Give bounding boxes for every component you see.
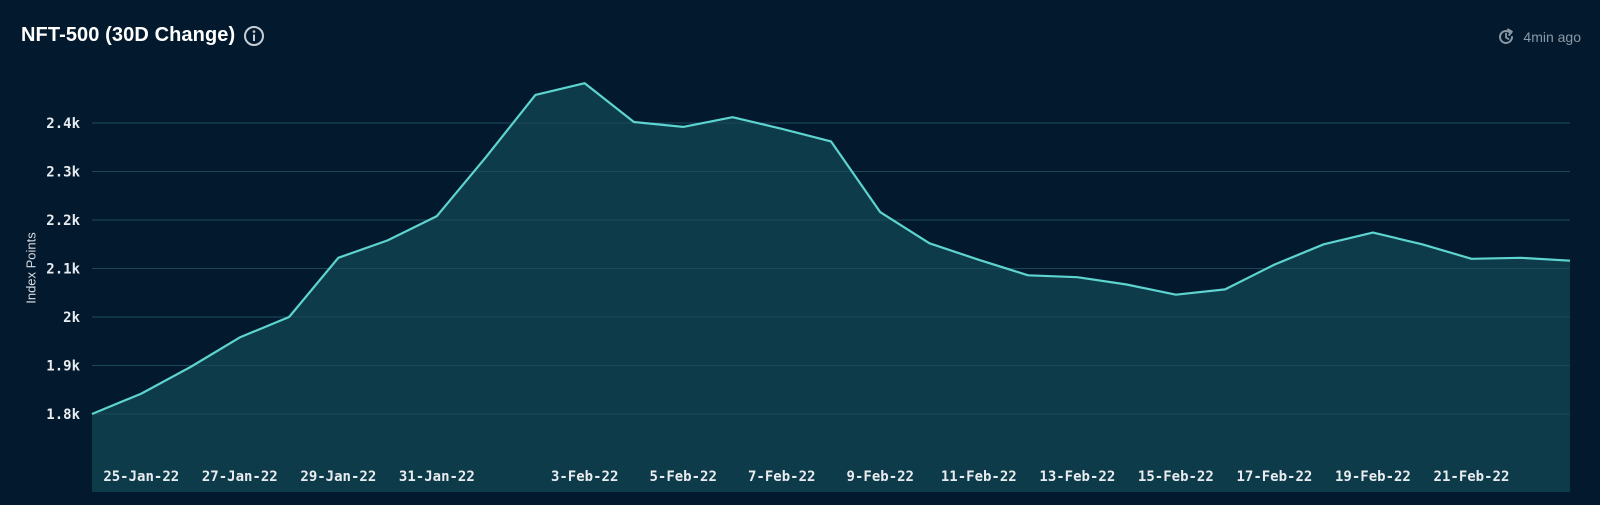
x-tick-label: 17-Feb-22 bbox=[1236, 469, 1312, 485]
series-line bbox=[91, 82, 1571, 416]
chart-title: NFT-500 (30D Change) bbox=[21, 24, 236, 46]
widget-header: NFT-500 (30D Change) bbox=[21, 24, 265, 47]
x-tick-label: 25-Jan-22 bbox=[103, 469, 179, 485]
x-tick-label: 15-Feb-22 bbox=[1138, 469, 1214, 485]
x-tick-label: 19-Feb-22 bbox=[1335, 469, 1411, 485]
x-tick-label: 3-Feb-22 bbox=[551, 469, 618, 485]
y-tick-label: 2k bbox=[63, 310, 80, 326]
y-tick-label: 2.2k bbox=[46, 213, 80, 229]
y-tick-label: 1.8k bbox=[46, 407, 80, 423]
x-tick-label: 21-Feb-22 bbox=[1434, 469, 1510, 485]
y-axis-label: Index Points bbox=[23, 232, 39, 304]
x-tick-label: 9-Feb-22 bbox=[847, 469, 914, 485]
x-tick-label: 5-Feb-22 bbox=[649, 469, 716, 485]
updated-text: 4min ago bbox=[1523, 29, 1581, 45]
x-tick-label: 11-Feb-22 bbox=[941, 469, 1017, 485]
x-tick-label: 13-Feb-22 bbox=[1039, 469, 1115, 485]
last-updated: 4min ago bbox=[1497, 28, 1581, 46]
x-tick-label: 7-Feb-22 bbox=[748, 469, 815, 485]
clock-refresh-icon[interactable] bbox=[1497, 28, 1515, 46]
x-tick-label: 29-Jan-22 bbox=[300, 469, 376, 485]
x-tick-label: 31-Jan-22 bbox=[399, 469, 475, 485]
info-icon[interactable] bbox=[243, 25, 265, 47]
x-tick-label: 27-Jan-22 bbox=[202, 469, 278, 485]
y-tick-label: 2.1k bbox=[46, 262, 80, 278]
y-tick-label: 2.3k bbox=[46, 165, 80, 181]
y-tick-label: 1.9k bbox=[46, 359, 80, 375]
series-area bbox=[92, 83, 1570, 492]
y-tick-label: 2.4k bbox=[46, 116, 80, 132]
